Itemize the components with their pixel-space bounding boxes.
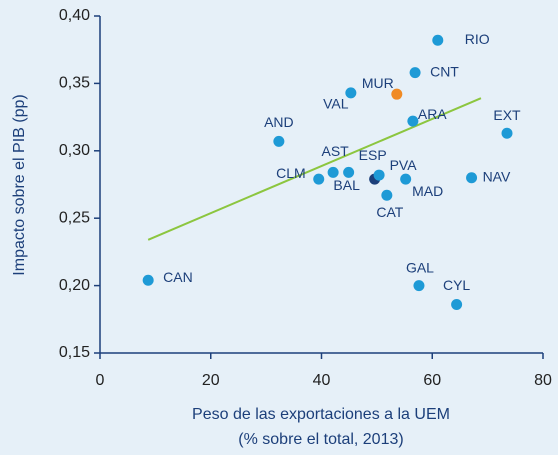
point-label: PVA: [390, 157, 418, 173]
point: [142, 274, 154, 286]
point: [345, 87, 357, 99]
point: [432, 34, 444, 46]
point-label: CYL: [443, 277, 470, 293]
x-tick-label: 80: [534, 372, 552, 389]
point-label: BAL: [333, 177, 360, 193]
point: [413, 280, 425, 292]
y-tick-label: 0,15: [59, 344, 90, 361]
y-tick-label: 0,35: [59, 75, 90, 92]
y-tick-label: 0,40: [59, 7, 90, 24]
x-tick-label: 20: [202, 372, 220, 389]
point-label: GAL: [406, 259, 434, 275]
point: [466, 172, 478, 184]
y-tick-label: 0,20: [59, 277, 90, 294]
point: [400, 173, 412, 185]
point: [273, 135, 285, 147]
point: [391, 88, 403, 100]
y-axis-title: Impacto sobre el PIB (pp): [11, 94, 28, 275]
point-label: CAT: [376, 204, 403, 220]
point: [313, 173, 325, 185]
point-label: CAN: [163, 269, 193, 285]
point-label: NAV: [483, 168, 511, 184]
point: [409, 67, 421, 79]
x-tick-label: 0: [96, 372, 105, 389]
point-label: AND: [264, 114, 294, 130]
point-label: ESP: [359, 147, 387, 163]
point-label: MAD: [412, 183, 443, 199]
y-tick-label: 0,30: [59, 142, 90, 159]
point: [501, 127, 513, 139]
point: [381, 189, 393, 201]
point: [407, 115, 419, 127]
point-label: CLM: [276, 165, 306, 181]
point-label: EXT: [493, 107, 521, 123]
point: [327, 166, 339, 178]
point: [451, 298, 463, 310]
point-label: CNT: [430, 63, 459, 79]
x-axis-subtitle: (% sobre el total, 2013): [238, 431, 403, 448]
x-tick-label: 40: [313, 372, 331, 389]
point-label: MUR: [362, 75, 394, 91]
point-label: ARA: [418, 106, 447, 122]
point-label: AST: [322, 143, 350, 159]
x-axis-title: Peso de las exportaciones a la UEM: [192, 406, 450, 423]
y-tick-label: 0,25: [59, 209, 90, 226]
x-tick-label: 60: [423, 372, 441, 389]
point: [343, 166, 355, 178]
point-label: RIO: [465, 31, 490, 47]
point-label: VAL: [323, 96, 349, 112]
point: [373, 169, 385, 181]
trend-line: [147, 97, 482, 241]
